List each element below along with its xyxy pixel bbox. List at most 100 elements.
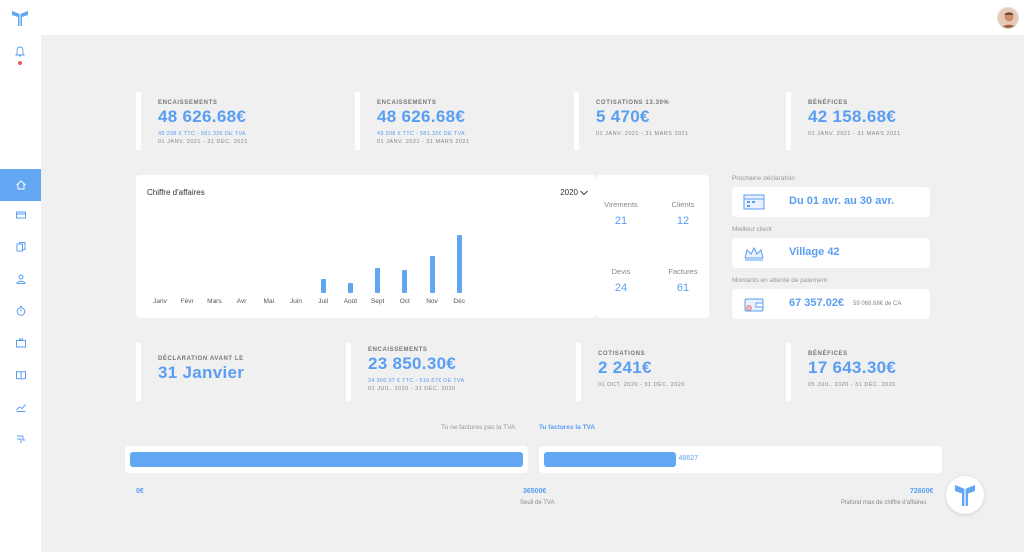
revenue-current-value: 48627 xyxy=(678,455,699,462)
nav-book[interactable] xyxy=(0,359,41,391)
user-avatar[interactable] xyxy=(997,7,1019,29)
stat-date: 01 JANV. 2021 - 31 MARS 2021 xyxy=(808,131,901,137)
next-declaration-label: Prochaine déclaration xyxy=(732,175,795,182)
user-icon xyxy=(15,274,26,284)
chart-month-label: Janv xyxy=(153,298,167,305)
stat-label: ENCAISSEMENTS xyxy=(377,100,437,106)
stat-label: ENCAISSEMENTS xyxy=(368,347,428,353)
documents-icon xyxy=(16,242,25,252)
stat-value: 48 626.68€ xyxy=(158,107,247,126)
chart-month-label: Oct xyxy=(399,298,410,305)
calendar-icon xyxy=(743,194,765,210)
chart-month-label: Mai xyxy=(263,298,275,305)
nav-documents[interactable] xyxy=(0,231,41,263)
pending-sub: 59 068.68€ de CA xyxy=(853,301,902,307)
year-select[interactable]: 2020 xyxy=(560,188,578,197)
virements-label: Virements xyxy=(604,200,638,209)
chart-month-label: Nov xyxy=(426,298,438,305)
next-declaration-value: Du 01 avr. au 30 avr. xyxy=(789,195,895,207)
top-bar xyxy=(0,0,1024,35)
stat-label: COTISATIONS xyxy=(598,351,646,357)
app-logo-icon[interactable] xyxy=(10,8,30,28)
stat-label: BÉNÉFICES xyxy=(808,351,848,357)
stat-value: 17 643.30€ xyxy=(808,358,897,377)
mini-stats-card: Virements 21 Clients 12 Devis 24 Facture… xyxy=(596,175,709,318)
stat-sub: 49 208 € TTC - 581.32€ DE TVA xyxy=(377,131,465,137)
scale-max-label: Plafond max de chiffre d'affaires xyxy=(841,500,927,506)
best-client-value: Village 42 xyxy=(789,246,840,258)
wallet-icon xyxy=(744,298,764,312)
chart-bar-sept[interactable] xyxy=(375,268,381,293)
chevron-down-icon[interactable] xyxy=(580,190,588,196)
devis-value: 24 xyxy=(614,282,628,294)
factures-label: Factures xyxy=(668,267,698,276)
tva-option-yes[interactable]: Tu factures la TVA xyxy=(539,424,596,431)
stat-value: 2 241€ xyxy=(598,358,652,377)
stat-encaissements-year: ENCAISSEMENTS 48 626.68€ 49 208 € TTC - … xyxy=(136,92,346,150)
scale-mid: 36500€ xyxy=(523,488,547,495)
tva-threshold-fill xyxy=(130,452,523,467)
stat-value: 23 850.30€ xyxy=(368,354,457,373)
nav-home[interactable] xyxy=(0,169,41,201)
nav-export[interactable] xyxy=(0,423,41,455)
nav-payments[interactable] xyxy=(0,199,41,231)
stat-encaissements-quarter: ENCAISSEMENTS 48 626.68€ 49 208 € TTC - … xyxy=(355,92,565,150)
scale-mid-label: Seuil de TVA xyxy=(520,500,555,506)
export-icon xyxy=(16,435,25,443)
notification-bell-icon[interactable] xyxy=(13,45,27,59)
notification-dot xyxy=(18,61,22,65)
stat-cotisations-q4: COTISATIONS 2 241€ 01 OCT. 2020 - 31 DÉC… xyxy=(576,343,776,401)
stat-encaissements-semester: ENCAISSEMENTS 23 850.30€ 24 366.97 € TTC… xyxy=(346,343,566,401)
briefcase-icon xyxy=(15,338,26,348)
tva-option-no[interactable]: Tu ne factures pas la TVA xyxy=(441,424,516,431)
stat-value: 31 Janvier xyxy=(158,363,245,382)
chart-bar-juil[interactable] xyxy=(320,278,326,293)
stat-date: 01 JANV. 2021 - 31 MARS 2021 xyxy=(377,139,470,145)
stat-declaration-deadline: DÉCLARATION AVANT LE 31 Janvier xyxy=(136,343,336,401)
app-logo-fab[interactable] xyxy=(946,476,984,514)
chart-bar-oct[interactable] xyxy=(402,270,408,293)
credit-card-icon xyxy=(15,211,26,219)
nav-briefcase[interactable] xyxy=(0,327,41,359)
chart-month-label: Févr xyxy=(180,298,194,305)
tva-threshold-track xyxy=(125,446,528,473)
chart-bar-août[interactable] xyxy=(347,282,353,293)
chart-month-label: Sept xyxy=(370,298,385,305)
chart-bar-déc[interactable] xyxy=(456,235,462,293)
sidebar xyxy=(0,0,41,552)
stat-label: DÉCLARATION AVANT LE xyxy=(158,356,244,362)
pending-card[interactable]: 67 357.02€ 59 068.68€ de CA xyxy=(732,289,930,319)
stat-date: 01 JANV. 2021 - 31 DÉC. 2021 xyxy=(158,139,248,145)
chart-month-label: Mars xyxy=(207,298,222,305)
home-icon xyxy=(15,180,26,190)
chart-bar-nov[interactable] xyxy=(429,255,435,293)
crown-icon xyxy=(744,246,764,261)
revenue-chart-card: Chiffre d'affaires 2020 Janv Févr Mars Avr M… xyxy=(136,175,596,318)
stat-benefices-semester: BÉNÉFICES 17 643.30€ 05 JUIL. 2020 - 31 … xyxy=(786,343,986,401)
stat-cotisations: COTISATIONS 13.30% 5 470€ 01 JANV. 2021 … xyxy=(574,92,774,150)
trend-chart-icon xyxy=(15,404,26,412)
chart-title: Chiffre d'affaires xyxy=(147,188,205,197)
nav-clients[interactable] xyxy=(0,263,41,295)
best-client-card[interactable]: Village 42 xyxy=(732,238,930,268)
book-icon xyxy=(15,370,26,380)
clients-value: 12 xyxy=(676,215,690,227)
stat-date: 01 JUIL. 2020 - 31 DÉC. 2020 xyxy=(368,386,456,392)
chart-month-label: Déc xyxy=(453,298,465,305)
stat-sub: 49 208 € TTC - 581.32€ DE TVA xyxy=(158,131,246,137)
chart-month-label: Août xyxy=(343,298,358,305)
stopwatch-icon xyxy=(16,306,25,316)
nav-time[interactable] xyxy=(0,295,41,327)
nav-analytics[interactable] xyxy=(0,391,41,423)
chart-month-label: Juil xyxy=(318,298,329,305)
stat-value: 5 470€ xyxy=(596,107,650,126)
next-declaration-card[interactable]: Du 01 avr. au 30 avr. xyxy=(732,187,930,217)
stat-label: COTISATIONS 13.30% xyxy=(596,100,670,106)
stat-benefices: BÉNÉFICES 42 158.68€ 01 JANV. 2021 - 31 … xyxy=(786,92,986,150)
scale-max: 72600€ xyxy=(910,488,934,495)
stat-value: 48 626.68€ xyxy=(377,107,466,126)
stat-sub: 24 366.97 € TTC - 516.67€ DE TVA xyxy=(368,378,465,384)
scale-min: 0€ xyxy=(136,488,144,495)
stat-date: 01 JANV. 2021 - 31 MARS 2021 xyxy=(596,131,689,137)
stat-date: 01 OCT. 2020 - 31 DÉC. 2020 xyxy=(598,382,685,388)
